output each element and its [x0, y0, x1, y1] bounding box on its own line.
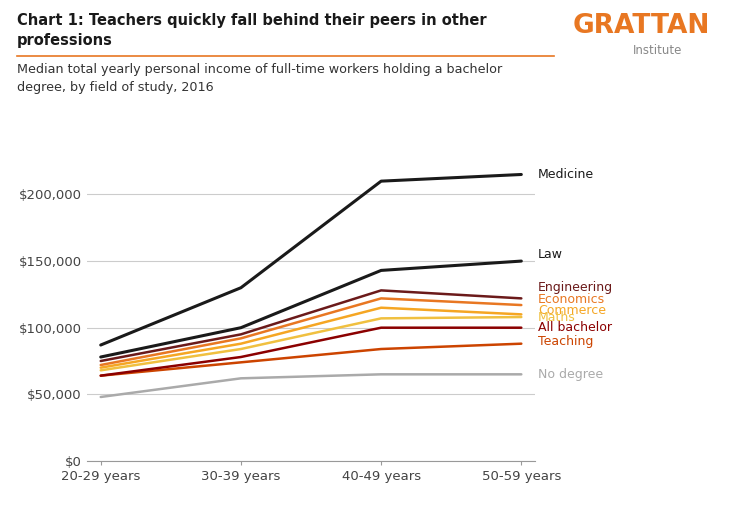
Text: Commerce: Commerce: [538, 304, 606, 317]
Text: professions: professions: [17, 33, 112, 48]
Text: Chart 1: Teachers quickly fall behind their peers in other: Chart 1: Teachers quickly fall behind th…: [17, 13, 486, 28]
Text: degree, by field of study, 2016: degree, by field of study, 2016: [17, 81, 213, 94]
Text: GRATTAN: GRATTAN: [573, 13, 710, 39]
Text: Law: Law: [538, 248, 563, 261]
Text: Maths: Maths: [538, 311, 576, 323]
Text: Engineering: Engineering: [538, 281, 613, 294]
Text: Teaching: Teaching: [538, 335, 593, 348]
Text: All bachelor: All bachelor: [538, 321, 612, 334]
Text: Institute: Institute: [633, 44, 682, 57]
Text: Economics: Economics: [538, 293, 605, 306]
Text: No degree: No degree: [538, 368, 603, 381]
Text: Median total yearly personal income of full-time workers holding a bachelor: Median total yearly personal income of f…: [17, 63, 502, 76]
Text: Medicine: Medicine: [538, 168, 594, 181]
